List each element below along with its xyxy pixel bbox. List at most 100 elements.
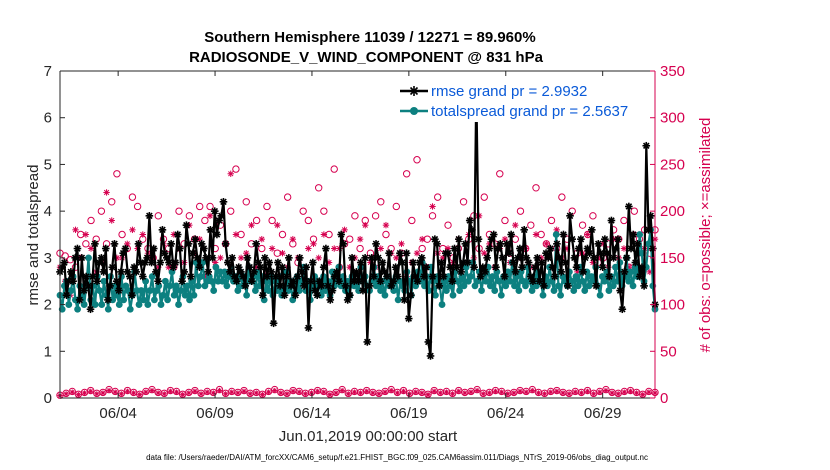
- bottom-used-point: [431, 388, 437, 394]
- bottom-used-point: [216, 387, 223, 394]
- rmse-point: [62, 291, 71, 300]
- totalspread-point: [629, 282, 637, 290]
- rmse-point: [73, 244, 82, 253]
- bottom-used-point: [63, 391, 69, 397]
- bottom-used-point: [554, 388, 560, 394]
- bottom-used-point: [627, 388, 634, 394]
- bottom_poss-point: [258, 390, 267, 398]
- bottom-used-point: [284, 391, 290, 397]
- rmse-point: [99, 268, 108, 276]
- nposs-point: [402, 170, 411, 178]
- nposs-point: [201, 216, 209, 225]
- bottom-used-point: [578, 390, 584, 396]
- rmse-point: [313, 291, 321, 300]
- rmse-point: [195, 263, 204, 271]
- rmse-point: [594, 240, 603, 248]
- totalspread-point: [210, 287, 218, 294]
- nused-point: [82, 231, 90, 238]
- rmse-point: [193, 254, 202, 262]
- rmse-point: [524, 258, 533, 267]
- bottom-used-point: [560, 390, 566, 396]
- legend: rmse grand pr = 2.9932 totalspread grand…: [395, 78, 645, 122]
- rmse-point: [182, 221, 191, 229]
- totalspread-point: [234, 287, 242, 294]
- totalspread-point: [489, 273, 496, 280]
- rmse-point: [605, 272, 614, 281]
- totalspread-point: [126, 305, 134, 313]
- rmse-point: [346, 291, 354, 300]
- y-axis-label: rmse and totalspread: [25, 165, 42, 306]
- x-axis-label: Jun.01,2019 00:00:00 start: [279, 428, 458, 445]
- rmse-point: [540, 282, 548, 290]
- rmse-point: [400, 296, 409, 304]
- rmse-point: [191, 235, 199, 243]
- nused-point: [481, 249, 488, 257]
- nposs-point: [133, 202, 142, 211]
- nposs-point: [113, 170, 121, 178]
- rmse-point: [407, 291, 415, 300]
- totalspread-point: [515, 287, 523, 294]
- y-right-tick-label: 350: [660, 63, 685, 80]
- rmse-point: [561, 258, 570, 267]
- chart-subtitle: RADIOSONDE_V_WIND_COMPONENT @ 831 hPa: [189, 49, 544, 66]
- bottom-used-point: [640, 392, 646, 398]
- bottom-used-point: [572, 389, 578, 395]
- nposs-point: [330, 165, 338, 173]
- rmse-point: [376, 277, 385, 286]
- bottom-used-point: [118, 391, 124, 397]
- rmse-point: [378, 258, 387, 267]
- rmse-point: [365, 282, 374, 290]
- totalspread-point: [177, 287, 185, 294]
- rmse-point: [128, 291, 136, 300]
- bottom-used-point: [137, 392, 143, 398]
- nused-point: [356, 235, 364, 243]
- bottom-used-point: [597, 389, 603, 395]
- totalspread-point: [181, 291, 189, 299]
- nposs-point: [82, 240, 90, 248]
- rmse-point: [468, 226, 476, 234]
- bottom-used-point: [290, 388, 296, 394]
- y-right-tick-label: 0: [660, 390, 668, 407]
- rmse-point: [91, 240, 99, 248]
- rmse-point: [60, 258, 69, 267]
- rmse-point: [132, 268, 141, 276]
- bottom-used-point: [480, 391, 486, 397]
- bottom-used-point: [486, 390, 492, 396]
- bottom-used-point: [192, 388, 198, 394]
- rmse-point: [250, 268, 258, 276]
- nposs-point: [154, 212, 163, 220]
- nposs-point: [97, 207, 106, 215]
- bottom-used-point: [229, 389, 235, 395]
- bottom-used-point: [198, 391, 204, 397]
- totalspread-point: [645, 240, 652, 248]
- totalspread-point: [574, 282, 582, 290]
- rmse-point: [184, 240, 193, 248]
- nposs-point: [118, 230, 126, 239]
- bottom-used-point: [413, 389, 419, 395]
- rmse-point: [507, 230, 515, 239]
- rmse-point: [585, 249, 594, 257]
- rmse-point: [256, 263, 265, 271]
- totalspread-point: [252, 287, 259, 294]
- rmse-point: [302, 263, 311, 271]
- rmse-point: [616, 286, 624, 295]
- nused-point: [532, 231, 540, 238]
- totalspread-point: [636, 231, 644, 238]
- nposs-point: [61, 252, 69, 260]
- bottom_poss-point: [639, 390, 647, 398]
- rmse-point: [570, 254, 579, 262]
- bottom-used-point: [167, 388, 174, 394]
- rmse-point: [428, 272, 437, 281]
- y-tick-label: 7: [44, 63, 52, 80]
- bottom-used-point: [584, 388, 591, 394]
- totalspread-point: [449, 291, 457, 299]
- rmse-point: [167, 240, 175, 248]
- rmse-point: [518, 263, 526, 271]
- nposs-point: [459, 198, 468, 206]
- rmse-point: [232, 277, 241, 286]
- nused-point: [243, 249, 250, 257]
- totalspread-point: [522, 282, 529, 290]
- rmse-point: [426, 352, 435, 360]
- totalspread-point: [85, 254, 92, 262]
- nposs-point: [480, 193, 488, 201]
